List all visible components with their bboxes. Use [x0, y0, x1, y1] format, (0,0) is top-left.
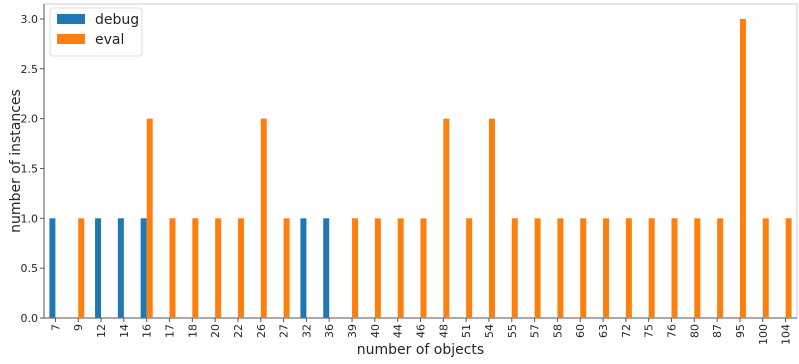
- bar-eval: [648, 218, 655, 318]
- y-axis-label: number of instances: [8, 89, 24, 233]
- x-tick-label: 36: [323, 324, 336, 338]
- x-tick-label: 40: [369, 324, 382, 338]
- bar-debug: [300, 218, 307, 318]
- x-tick-label: 9: [72, 324, 85, 331]
- bar-eval: [603, 218, 610, 318]
- legend-swatch-debug: [57, 14, 85, 24]
- x-tick-label: 48: [437, 324, 450, 338]
- x-tick-label: 39: [346, 324, 359, 338]
- y-tick-label: 2.5: [21, 63, 39, 76]
- x-tick-label: 60: [574, 324, 587, 338]
- x-tick-label: 12: [95, 324, 108, 338]
- x-tick-label: 57: [529, 324, 542, 338]
- bar-eval: [215, 218, 222, 318]
- x-axis-label: number of objects: [357, 342, 484, 358]
- bar-eval: [671, 218, 678, 318]
- y-tick-label: 3.0: [21, 13, 39, 26]
- x-tick-label: 75: [643, 324, 656, 338]
- bar-eval: [237, 218, 244, 318]
- x-tick-label: 20: [209, 324, 222, 338]
- x-tick-label: 104: [780, 324, 793, 345]
- bar-eval: [511, 218, 518, 318]
- bar-eval: [762, 218, 769, 318]
- x-tick-label: 80: [688, 324, 701, 338]
- bar-eval: [557, 218, 564, 318]
- y-tick-label: 2.0: [21, 113, 39, 126]
- bar-eval: [625, 218, 632, 318]
- x-tick-label: 51: [460, 324, 473, 338]
- x-tick-label: 26: [255, 324, 268, 338]
- x-tick-label: 54: [483, 324, 496, 338]
- x-tick-label: 72: [620, 324, 633, 338]
- bar-eval: [534, 218, 541, 318]
- x-tick-label: 22: [232, 324, 245, 338]
- x-tick-label: 63: [597, 324, 610, 338]
- bar-eval: [146, 118, 153, 318]
- legend-label-eval: eval: [95, 32, 124, 48]
- bar-eval: [488, 118, 495, 318]
- x-tick-label: 87: [711, 324, 724, 338]
- x-tick-label: 14: [118, 324, 131, 338]
- x-tick-label: 18: [186, 324, 199, 338]
- y-tick-label: 1.5: [21, 162, 39, 175]
- y-tick-label: 1.0: [21, 212, 39, 225]
- bar-eval: [352, 218, 359, 318]
- x-tick-label: 95: [734, 324, 747, 338]
- bar-eval: [694, 218, 701, 318]
- legend-swatch-eval: [57, 34, 85, 44]
- x-tick-label: 46: [415, 324, 428, 338]
- bar-eval: [717, 218, 724, 318]
- bar-debug: [117, 218, 124, 318]
- x-tick-label: 100: [757, 324, 770, 345]
- x-tick-label: 27: [278, 324, 291, 338]
- x-tick-label: 58: [551, 324, 564, 338]
- bar-debug: [49, 218, 56, 318]
- bar-eval: [260, 118, 267, 318]
- x-tick-label: 32: [300, 324, 313, 338]
- bar-eval: [397, 218, 404, 318]
- x-tick-label: 44: [392, 324, 405, 338]
- x-tick-label: 76: [666, 324, 679, 338]
- bar-eval: [169, 218, 176, 318]
- bar-eval: [283, 218, 290, 318]
- bar-eval: [192, 218, 199, 318]
- x-tick-label: 17: [164, 324, 177, 338]
- legend-label-debug: debug: [95, 12, 139, 28]
- bar-eval: [374, 218, 381, 318]
- bar-eval: [466, 218, 473, 318]
- bar-eval: [443, 118, 450, 318]
- x-axis-ticks: 7 9 12 14 16 17 18 20 22 26 27 32 36 39 40 44 46 48 51 54 55…: [49, 318, 793, 345]
- bars: [49, 18, 792, 318]
- x-tick-label: 55: [506, 324, 519, 338]
- bar-eval: [78, 218, 85, 318]
- legend: debug eval: [49, 7, 143, 57]
- x-tick-label: 7: [49, 324, 62, 331]
- x-tick-label: 16: [141, 324, 154, 338]
- y-axis-ticks: 0.0 0.5 1.0 1.5 2.0 2.5 3.0: [21, 13, 44, 325]
- bar-eval: [739, 18, 746, 318]
- bar-debug: [95, 218, 102, 318]
- bar-eval: [580, 218, 587, 318]
- bar-debug: [140, 218, 147, 318]
- y-tick-label: 0.0: [21, 312, 39, 325]
- bar-debug: [323, 218, 330, 318]
- bar-eval: [785, 218, 792, 318]
- bar-eval: [420, 218, 427, 318]
- y-tick-label: 0.5: [21, 262, 39, 275]
